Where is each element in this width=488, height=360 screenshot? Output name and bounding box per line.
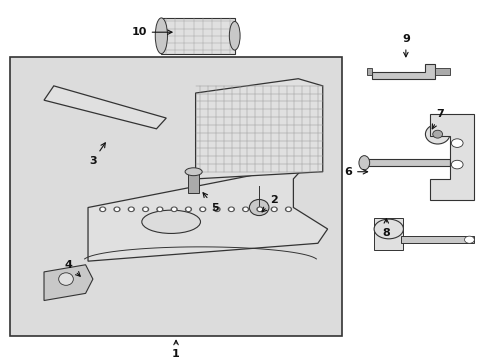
Circle shape [200,207,205,211]
Ellipse shape [155,18,167,54]
Text: 1: 1 [172,340,180,359]
Polygon shape [44,86,166,129]
Circle shape [144,208,147,210]
Text: 10: 10 [131,27,172,37]
Ellipse shape [358,156,369,170]
Polygon shape [373,218,403,251]
Polygon shape [400,236,473,243]
Circle shape [450,139,462,147]
Circle shape [242,207,248,211]
Circle shape [158,208,161,210]
Circle shape [450,160,462,169]
Ellipse shape [59,273,73,285]
Circle shape [172,208,175,210]
Circle shape [271,207,277,211]
Ellipse shape [142,210,200,233]
Circle shape [157,207,163,211]
Text: 9: 9 [401,34,409,57]
Circle shape [186,208,189,210]
Circle shape [464,236,473,243]
Ellipse shape [249,199,268,216]
Circle shape [228,207,234,211]
Circle shape [101,208,104,210]
Circle shape [229,208,232,210]
Circle shape [215,208,218,210]
Text: 4: 4 [64,260,80,276]
Text: 8: 8 [382,219,389,238]
Ellipse shape [373,219,403,239]
Polygon shape [434,68,449,75]
Text: 7: 7 [431,109,443,129]
Ellipse shape [432,130,442,138]
Circle shape [129,208,132,210]
Circle shape [272,208,275,210]
Ellipse shape [184,168,202,176]
Circle shape [286,208,289,210]
Polygon shape [44,265,93,301]
Polygon shape [195,79,322,179]
Text: 6: 6 [344,167,367,177]
Polygon shape [361,159,449,166]
Bar [10,57,342,336]
Polygon shape [366,68,371,75]
Circle shape [114,207,120,211]
Circle shape [201,208,204,210]
Circle shape [214,207,220,211]
Polygon shape [429,114,473,201]
Ellipse shape [425,124,449,144]
Text: 2: 2 [262,195,277,212]
Circle shape [142,207,148,211]
Circle shape [128,207,134,211]
Circle shape [115,208,118,210]
Polygon shape [371,64,434,79]
Circle shape [171,207,177,211]
Bar [188,172,199,193]
Circle shape [185,207,191,211]
Text: 3: 3 [89,143,105,166]
Circle shape [257,207,263,211]
Circle shape [100,207,105,211]
Circle shape [258,208,261,210]
Circle shape [285,207,291,211]
Text: 5: 5 [203,193,219,212]
Polygon shape [161,18,234,54]
Ellipse shape [229,22,240,50]
Polygon shape [88,168,327,261]
Circle shape [244,208,246,210]
